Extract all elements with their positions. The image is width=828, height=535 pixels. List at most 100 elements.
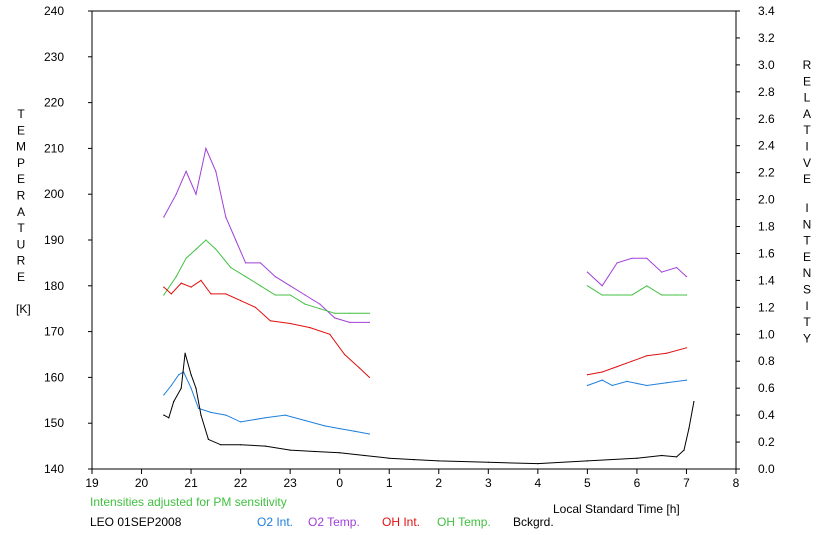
data-point (676, 456, 678, 458)
x-tick-label: 22 (234, 476, 248, 490)
data-point (175, 193, 177, 195)
left-axis-letter: E (17, 270, 25, 284)
data-point (220, 444, 222, 446)
left-tick-label: 180 (44, 279, 64, 293)
data-point (235, 239, 237, 241)
left-axis-letter: P (17, 156, 25, 170)
right-tick-label: 0.2 (758, 435, 775, 449)
data-point (601, 371, 603, 373)
x-tick-label: 3 (485, 476, 492, 490)
x-tick-label: 21 (184, 476, 198, 490)
data-point (178, 374, 180, 376)
left-axis: 140 150 160 170 180 190 200 210 220 230 240 (44, 4, 92, 476)
right-axis-letter: E (803, 172, 811, 186)
right-tick-label: 3.0 (758, 58, 775, 72)
data-point (173, 401, 175, 403)
data-point (205, 147, 207, 149)
right-tick-label: 0.4 (758, 408, 775, 422)
left-tick-label: 210 (44, 141, 64, 155)
right-tick-label: 2.8 (758, 85, 775, 99)
data-point (537, 463, 539, 465)
data-point (661, 294, 663, 296)
legend-oh-temp: OH Temp. (437, 515, 491, 529)
right-axis-letter: A (803, 107, 811, 121)
right-tick-label: 0.8 (758, 354, 775, 368)
data-point (289, 322, 291, 325)
data-point (661, 454, 663, 457)
right-axis-letter: T (803, 123, 811, 137)
data-point (685, 347, 688, 349)
left-axis-letter: A (17, 205, 25, 219)
data-point (601, 379, 603, 381)
x-axis: 19 20 21 22 23 0 1 2 3 4 5 6 7 8 (85, 469, 740, 490)
series-line-o2-int (163, 371, 370, 435)
data-point (163, 294, 165, 296)
data-point (363, 454, 366, 457)
data-point (163, 414, 165, 416)
note-text: Intensities adjusted for PM sensitivity (90, 495, 287, 509)
data-point (289, 294, 291, 296)
data-point (685, 379, 688, 381)
data-point (207, 438, 209, 440)
data-point (175, 276, 177, 278)
data-point (185, 257, 187, 259)
data-point (163, 216, 165, 218)
data-point (170, 384, 172, 387)
data-point (215, 248, 217, 250)
series-line-o2-temp (163, 146, 370, 323)
right-tick-label: 0.0 (758, 462, 775, 476)
right-tick-label: 2.2 (758, 166, 775, 180)
series-line-bckgrd (163, 353, 695, 465)
data-point (329, 333, 331, 335)
x-tick-label: 1 (386, 476, 393, 490)
right-tick-label: 1.4 (758, 273, 775, 287)
data-point (225, 216, 227, 218)
data-point (438, 460, 440, 462)
right-axis-letter: E (803, 74, 811, 88)
x-tick-label: 0 (336, 476, 343, 490)
data-point (646, 355, 648, 357)
data-point (368, 312, 370, 314)
left-axis-letter: R (17, 189, 26, 203)
x-tick-label: 4 (535, 476, 542, 490)
series-line-oh-temp (163, 239, 370, 314)
station-date: LEO 01SEP2008 (90, 515, 182, 529)
x-tick-label: 23 (283, 476, 297, 490)
data-point (344, 353, 346, 356)
data-point (264, 445, 266, 447)
right-axis-letter: N (803, 217, 812, 231)
data-point (210, 293, 212, 295)
data-point (324, 425, 326, 427)
data-point (685, 276, 688, 278)
data-point (240, 421, 242, 423)
data-point (631, 294, 633, 296)
data-point (354, 430, 356, 432)
data-point (185, 170, 187, 172)
right-tick-label: 2.4 (758, 139, 775, 153)
data-point (586, 374, 589, 376)
data-point (586, 285, 589, 287)
data-point (200, 414, 202, 416)
left-axis-letter: T (17, 107, 25, 121)
data-point (487, 461, 489, 463)
data-point (245, 262, 247, 264)
left-tick-label: 140 (44, 462, 64, 476)
data-point (304, 294, 306, 296)
right-tick-label: 1.2 (758, 300, 775, 314)
plot-frame (91, 10, 737, 470)
data-point (683, 449, 685, 451)
right-axis-letter: V (803, 156, 811, 170)
series-layer (163, 146, 695, 465)
data-point (163, 286, 165, 288)
data-point (334, 312, 336, 314)
data-point (685, 294, 688, 296)
data-point (349, 312, 351, 314)
data-point (688, 428, 690, 430)
series-line-oh-int (587, 347, 687, 376)
data-point (319, 308, 321, 310)
data-point (334, 317, 336, 319)
left-tick-label: 240 (44, 4, 64, 18)
